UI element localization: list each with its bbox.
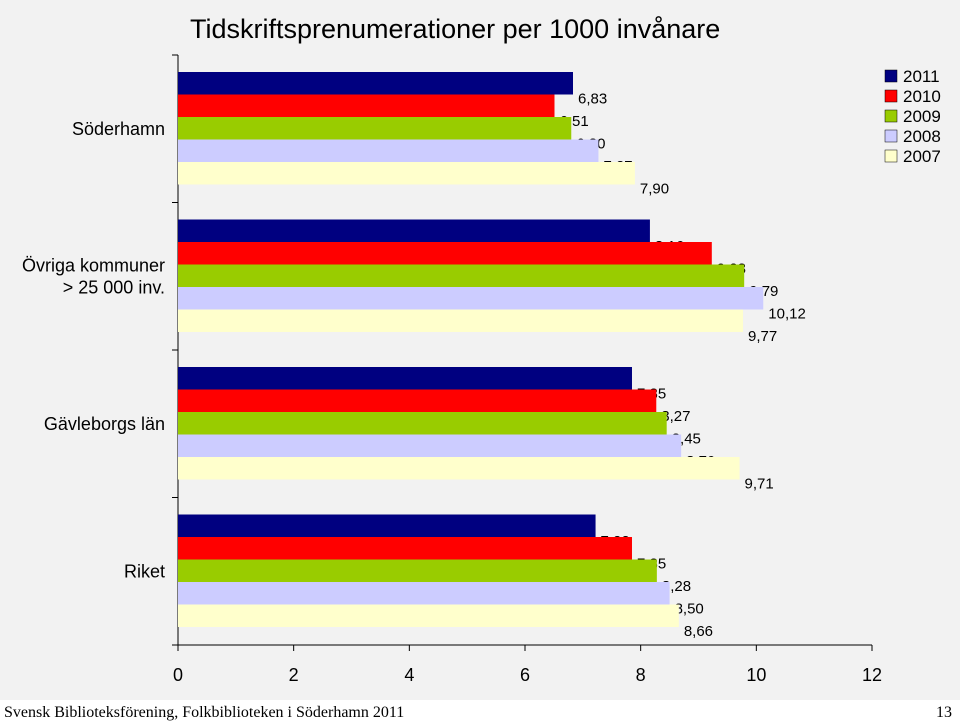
bar-2007 <box>178 309 744 332</box>
category-label: Riket <box>124 561 165 581</box>
legend-swatch-2010 <box>884 89 898 103</box>
x-tick-label: 10 <box>746 665 766 685</box>
bar-2011 <box>178 72 574 95</box>
x-tick-label: 4 <box>404 665 414 685</box>
plot-area: 0246810126,836,516,807,277,90Söderhamn8,… <box>22 54 882 685</box>
x-tick-label: 6 <box>520 665 530 685</box>
bar-2010 <box>178 94 555 117</box>
x-tick-label: 8 <box>636 665 646 685</box>
data-label: 10,12 <box>768 306 806 323</box>
legend-label-2011: 2011 <box>903 67 940 86</box>
category-label: Gävleborgs län <box>44 414 165 434</box>
legend-swatch-2007 <box>884 149 898 163</box>
x-tick-label: 0 <box>173 665 183 685</box>
bar-chart: Tidskriftsprenumerationer per 1000 invån… <box>22 14 941 685</box>
page-number: 13 <box>936 704 952 721</box>
x-tick-label: 12 <box>862 665 882 685</box>
bar-2011 <box>178 514 596 537</box>
bar-2010 <box>178 537 632 560</box>
bar-2008 <box>178 287 764 310</box>
slide-footer: Svensk Biblioteksförening, Folkbibliotek… <box>0 700 960 725</box>
data-label: 7,90 <box>640 181 669 198</box>
bar-2007 <box>178 162 635 185</box>
bar-2009 <box>178 264 745 287</box>
legend-swatch-2009 <box>884 109 898 123</box>
footer-source: Svensk Biblioteksförening, Folkbibliotek… <box>4 704 405 721</box>
bar-2010 <box>178 389 657 412</box>
bar-2008 <box>178 434 682 457</box>
category-label: Övriga kommuner > 25 000 inv. <box>22 255 165 297</box>
legend-label-2008: 2008 <box>903 127 941 146</box>
bar-2008 <box>178 582 670 605</box>
x-tick-label: 2 <box>289 665 299 685</box>
bar-2009 <box>178 117 572 140</box>
legend-swatch-2008 <box>884 129 898 143</box>
bar-2011 <box>178 219 650 242</box>
bar-2010 <box>178 242 712 265</box>
category-label: Söderhamn <box>72 119 165 139</box>
bar-2009 <box>178 559 657 582</box>
bar-2007 <box>178 604 679 627</box>
legend-label-2010: 2010 <box>903 87 941 106</box>
legend-swatch-2011 <box>884 69 898 83</box>
data-label: 6,83 <box>578 91 607 108</box>
bar-2011 <box>178 367 632 390</box>
chart-title: Tidskriftsprenumerationer per 1000 invån… <box>190 14 720 44</box>
data-label: 9,71 <box>745 476 774 493</box>
data-label: 8,50 <box>675 601 704 618</box>
data-label: 8,27 <box>661 408 690 425</box>
bar-2008 <box>178 139 599 162</box>
data-label: 9,77 <box>748 328 777 345</box>
bar-2009 <box>178 412 667 435</box>
legend-label-2009: 2009 <box>903 107 941 126</box>
data-label: 8,66 <box>684 623 713 640</box>
bar-2007 <box>178 457 740 480</box>
legend-label-2007: 2007 <box>903 147 941 166</box>
